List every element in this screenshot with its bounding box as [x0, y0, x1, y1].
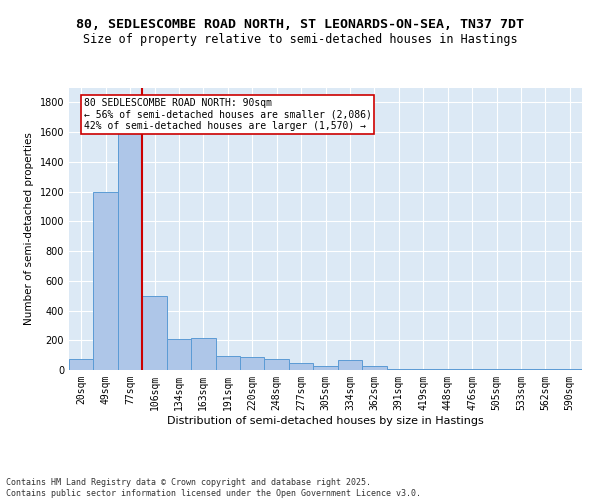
Bar [191, 338, 215, 370]
Bar [142, 296, 167, 370]
Bar [338, 360, 362, 370]
Bar [460, 369, 484, 370]
Bar [265, 359, 289, 370]
Bar [94, 192, 118, 370]
Bar [484, 369, 509, 370]
Bar [411, 369, 436, 370]
Y-axis label: Number of semi-detached properties: Number of semi-detached properties [24, 132, 34, 325]
Bar [362, 366, 386, 370]
Bar [215, 356, 240, 370]
Bar [386, 368, 411, 370]
Bar [118, 124, 142, 370]
Bar [167, 339, 191, 370]
Bar [69, 359, 94, 370]
Text: Contains HM Land Registry data © Crown copyright and database right 2025.
Contai: Contains HM Land Registry data © Crown c… [6, 478, 421, 498]
Text: 80, SEDLESCOMBE ROAD NORTH, ST LEONARDS-ON-SEA, TN37 7DT: 80, SEDLESCOMBE ROAD NORTH, ST LEONARDS-… [76, 18, 524, 30]
Text: 80 SEDLESCOMBE ROAD NORTH: 90sqm
← 56% of semi-detached houses are smaller (2,08: 80 SEDLESCOMBE ROAD NORTH: 90sqm ← 56% o… [83, 98, 371, 131]
Bar [436, 369, 460, 370]
Bar [313, 366, 338, 370]
X-axis label: Distribution of semi-detached houses by size in Hastings: Distribution of semi-detached houses by … [167, 416, 484, 426]
Bar [557, 369, 582, 370]
Bar [240, 356, 265, 370]
Bar [533, 369, 557, 370]
Bar [509, 369, 533, 370]
Bar [289, 362, 313, 370]
Text: Size of property relative to semi-detached houses in Hastings: Size of property relative to semi-detach… [83, 32, 517, 46]
